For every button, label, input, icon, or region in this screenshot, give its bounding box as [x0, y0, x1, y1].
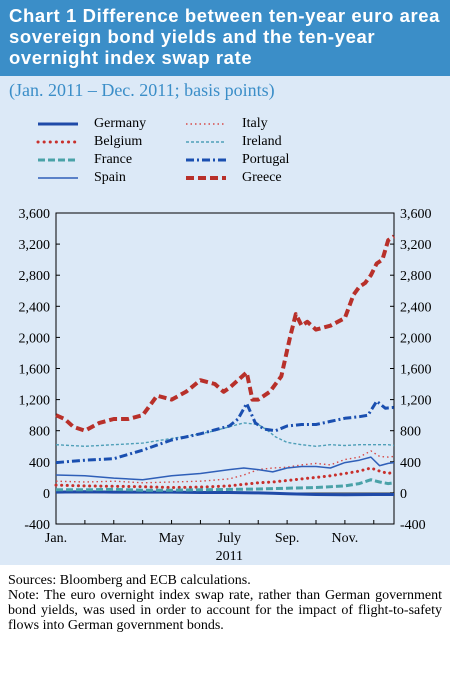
- series-line-belgium: [54, 466, 396, 489]
- y-tick-label-right: 800: [400, 425, 421, 440]
- legend-item-spain: Spain: [36, 170, 126, 186]
- legend-swatch-belgium: [36, 140, 80, 144]
- legend-label: Belgium: [94, 134, 143, 149]
- legend-item-germany: Germany: [36, 116, 146, 132]
- legend-item-italy: Italy: [184, 116, 268, 132]
- y-tick-label-right: -400: [400, 518, 426, 533]
- y-tick-label-left: 400: [29, 456, 50, 471]
- legend-item-ireland: Ireland: [184, 134, 282, 150]
- series-line-italy: [55, 450, 395, 484]
- legend-label: Ireland: [242, 134, 282, 149]
- x-tick-label: Nov.: [332, 531, 359, 546]
- series-line-portugal: [55, 399, 395, 465]
- legend-label: Spain: [94, 170, 126, 185]
- sources-text: Sources: Bloomberg and ECB calculations.: [8, 573, 251, 588]
- y-tick-label-left: 2,400: [19, 300, 51, 315]
- legend-swatch-portugal: [186, 158, 226, 162]
- y-tick-label-left: 2,800: [19, 269, 51, 284]
- y-tick-label-left: 800: [29, 425, 50, 440]
- legend-label: France: [94, 152, 133, 167]
- y-tick-label-right: 2,800: [400, 269, 432, 284]
- x-tick-label: Sep.: [275, 531, 300, 546]
- y-tick-label-right: 1,200: [400, 394, 432, 409]
- legend-swatch-italy: [186, 123, 226, 125]
- y-tick-label-right: 400: [400, 456, 421, 471]
- y-tick-label-left: 3,600: [19, 207, 51, 222]
- legend-item-greece: Greece: [184, 170, 282, 186]
- chart-subtitle: (Jan. 2011 – Dec. 2011; basis points): [9, 80, 275, 100]
- legend-label: Germany: [94, 116, 147, 131]
- legend-swatch-greece: [186, 176, 226, 180]
- y-tick-label-right: 0: [400, 487, 407, 502]
- x-axis-label: 2011: [216, 549, 243, 564]
- series-line-france: [56, 478, 395, 492]
- notes: Sources: Bloomberg and ECB calculations.…: [8, 573, 442, 633]
- legend-label: Italy: [242, 116, 268, 131]
- x-tick-label: Jan.: [45, 531, 67, 546]
- y-tick-label-right: 2,400: [400, 300, 432, 315]
- note-text: Note: The euro overnight index swap rate…: [8, 588, 442, 633]
- y-tick-label-left: 1,600: [19, 363, 51, 378]
- y-tick-label-left: 3,200: [19, 238, 51, 253]
- x-tick-label: July: [218, 531, 241, 546]
- series-line-germany: [55, 490, 394, 497]
- y-tick-label-left: -400: [24, 518, 50, 533]
- legend-label: Portugal: [242, 152, 290, 167]
- chart-header: Chart 1 Difference between ten-year euro…: [0, 0, 450, 76]
- y-tick-label-right: 3,600: [400, 207, 432, 222]
- legend-label: Greece: [242, 170, 282, 185]
- line-chart: -400 -400 0 0 400 400 800 800 1,200 1,200 1,600 1,6…: [19, 207, 432, 564]
- y-tick-label-left: 1,200: [19, 394, 51, 409]
- legend-item-belgium: Belgium: [36, 134, 142, 150]
- y-tick-label-left: 2,000: [19, 331, 51, 346]
- x-tick-label: Mar.: [101, 531, 127, 546]
- y-tick-label-right: 3,200: [400, 238, 432, 253]
- chart-title: Chart 1 Difference between ten-year euro…: [9, 5, 441, 68]
- legend-item-portugal: Portugal: [184, 152, 289, 168]
- legend-swatch-ireland: [186, 141, 226, 143]
- legend-swatch-france: [38, 158, 78, 162]
- y-tick-label-right: 2,000: [400, 331, 432, 346]
- series-line-ireland: [55, 422, 395, 448]
- series-line-spain: [55, 456, 395, 481]
- legend-item-france: France: [36, 152, 132, 168]
- legend: Germany Belgium France Spain Italy Irela…: [0, 112, 450, 192]
- legend-swatch-germany: [38, 122, 78, 126]
- x-tick-label: May: [159, 531, 185, 546]
- series-line-greece: [55, 234, 396, 433]
- y-tick-label-left: 0: [43, 487, 50, 502]
- legend-swatch-spain: [38, 177, 78, 179]
- y-tick-label-right: 1,600: [400, 363, 432, 378]
